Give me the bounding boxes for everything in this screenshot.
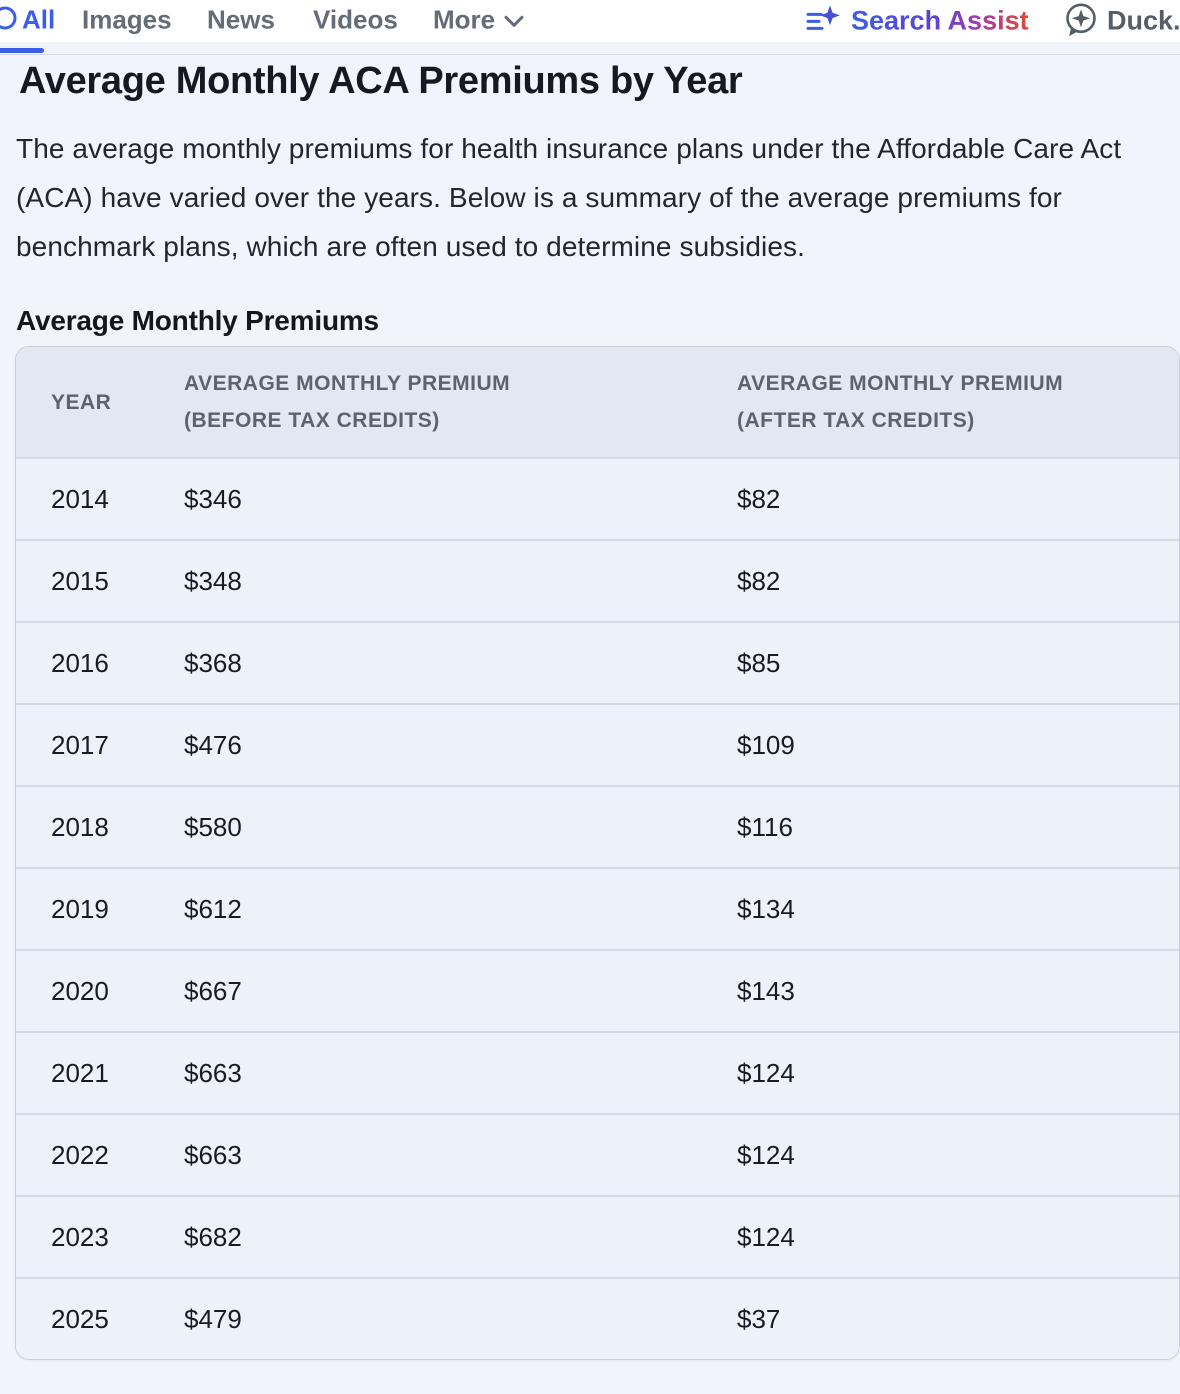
column-header-before-credits: AVERAGE MONTHLY PREMIUM (BEFORE TAX CRED…: [184, 365, 737, 439]
table-body: 2014 $346 $82 2015 $348 $82 2016 $368 $8…: [16, 457, 1179, 1359]
cell-premium-before-credits: $368: [184, 647, 242, 678]
column-header-after-line1: AVERAGE MONTHLY PREMIUM: [737, 372, 1064, 395]
cell-year: 2021: [51, 1057, 109, 1088]
premiums-table: YEAR AVERAGE MONTHLY PREMIUM (BEFORE TAX…: [15, 346, 1180, 1360]
cell-year: 2019: [51, 893, 109, 924]
table-row: 2016 $368 $85: [16, 621, 1179, 703]
table-header-row: YEAR AVERAGE MONTHLY PREMIUM (BEFORE TAX…: [16, 347, 1179, 457]
cell-year: 2015: [51, 565, 109, 596]
tab-all[interactable]: All: [22, 4, 56, 35]
sparkle-lines-icon: [806, 4, 840, 36]
table-row: 2020 $667 $143: [16, 949, 1179, 1031]
cell-premium-before-credits: $348: [184, 565, 242, 596]
duck-ai-button[interactable]: Duck.: [1064, 2, 1180, 38]
chat-bubble-star-icon: [1064, 2, 1098, 38]
cell-year: 2017: [51, 729, 109, 760]
cell-year: 2022: [51, 1139, 109, 1170]
section-heading: Average Monthly Premiums: [16, 305, 379, 336]
cell-premium-after-credits: $85: [737, 647, 781, 678]
cell-year: 2016: [51, 647, 109, 678]
tab-news[interactable]: News: [207, 4, 275, 35]
cell-premium-after-credits: $116: [737, 811, 793, 842]
cell-premium-after-credits: $37: [737, 1303, 781, 1334]
table-row: 2018 $580 $116: [16, 785, 1179, 867]
column-header-after-line2: (AFTER TAX CREDITS): [737, 409, 975, 432]
cell-premium-after-credits: $124: [737, 1139, 795, 1170]
page-title: Average Monthly ACA Premiums by Year: [19, 59, 743, 102]
search-assist-label: Search Assist: [851, 4, 1029, 35]
cell-premium-before-credits: $580: [184, 811, 242, 842]
search-icon[interactable]: [0, 4, 19, 38]
search-assist-button[interactable]: Search Assist: [806, 4, 1029, 36]
tab-more-label: More: [433, 4, 496, 35]
table-row: 2025 $479 $37: [16, 1277, 1179, 1359]
column-header-year: YEAR: [51, 390, 112, 414]
cell-premium-after-credits: $109: [737, 729, 795, 760]
cell-year: 2020: [51, 975, 109, 1006]
column-header-before-line1: AVERAGE MONTHLY PREMIUM: [184, 372, 511, 395]
table-row: 2019 $612 $134: [16, 867, 1179, 949]
cell-premium-before-credits: $476: [184, 729, 242, 760]
cell-premium-before-credits: $682: [184, 1221, 242, 1252]
cell-premium-after-credits: $134: [737, 893, 795, 924]
cell-premium-after-credits: $82: [737, 565, 781, 596]
cell-premium-before-credits: $479: [184, 1303, 242, 1334]
tab-images[interactable]: Images: [82, 4, 172, 35]
column-header-before-line2: (BEFORE TAX CREDITS): [184, 409, 440, 432]
cell-premium-before-credits: $346: [184, 483, 242, 514]
table-row: 2015 $348 $82: [16, 539, 1179, 621]
chevron-down-icon: [504, 15, 524, 28]
cell-premium-before-credits: $663: [184, 1139, 242, 1170]
duck-ai-label: Duck.: [1107, 4, 1180, 35]
cell-premium-after-credits: $124: [737, 1221, 795, 1252]
cell-year: 2018: [51, 811, 109, 842]
tab-videos[interactable]: Videos: [313, 4, 398, 35]
cell-year: 2014: [51, 483, 109, 514]
cell-premium-after-credits: $82: [737, 483, 781, 514]
cell-year: 2025: [51, 1303, 109, 1334]
table-row: 2022 $663 $124: [16, 1113, 1179, 1195]
table-row: 2023 $682 $124: [16, 1195, 1179, 1277]
cell-premium-before-credits: $667: [184, 975, 242, 1006]
active-tab-indicator: [0, 48, 44, 53]
column-header-after-credits: AVERAGE MONTHLY PREMIUM (AFTER TAX CREDI…: [737, 365, 1179, 439]
answer-intro-text: The average monthly premiums for health …: [16, 133, 1122, 262]
tab-more[interactable]: More: [433, 4, 524, 35]
cell-premium-before-credits: $663: [184, 1057, 242, 1088]
nav-divider: [0, 54, 1180, 55]
cell-premium-after-credits: $143: [737, 975, 795, 1006]
table-row: 2014 $346 $82: [16, 457, 1179, 539]
table-row: 2021 $663 $124: [16, 1031, 1179, 1113]
cell-premium-after-credits: $124: [737, 1057, 795, 1088]
cell-year: 2023: [51, 1221, 109, 1252]
search-nav-bar: All Images News Videos More Search Assis…: [0, 0, 1180, 42]
cell-premium-before-credits: $612: [184, 893, 242, 924]
table-row: 2017 $476 $109: [16, 703, 1179, 785]
